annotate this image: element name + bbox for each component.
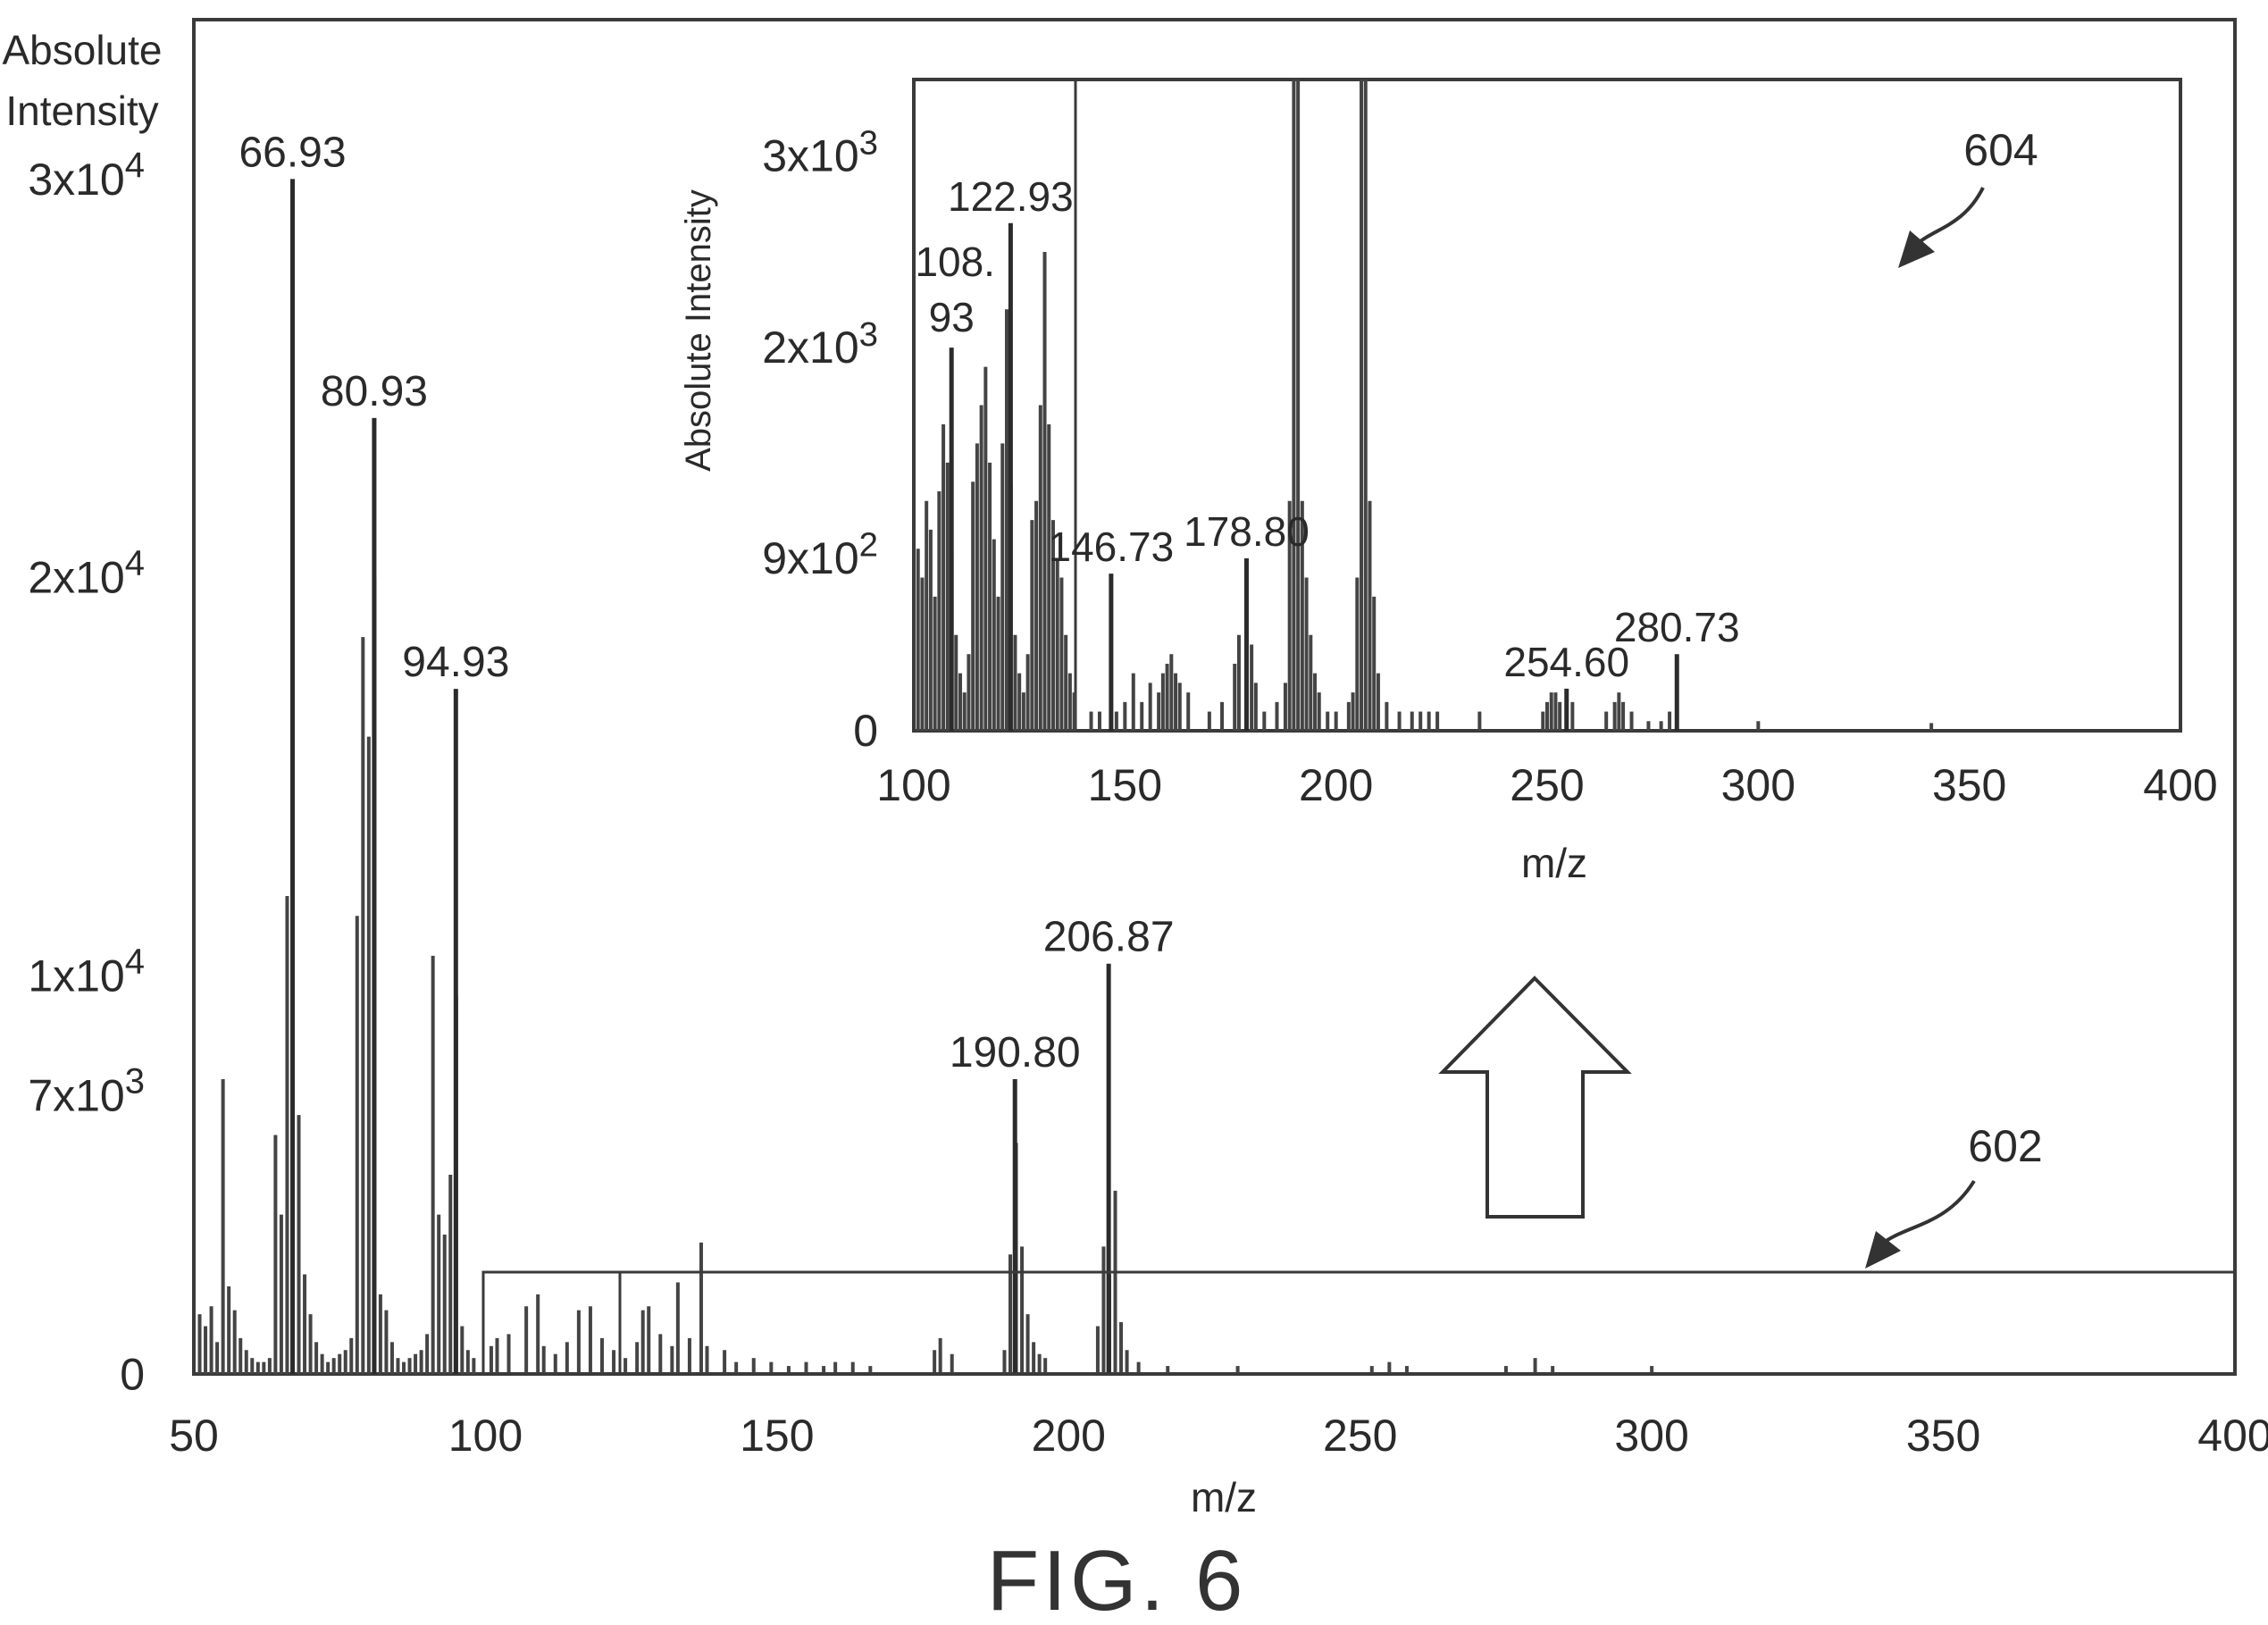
reference-602-arrowhead-icon <box>1865 1231 1901 1269</box>
inset-y-ticks: 0 9x102 2x103 3x103 <box>762 123 878 755</box>
main-x-tick-label: 100 <box>448 1411 523 1461</box>
inset-x-tick-label: 350 <box>1932 760 2006 810</box>
main-peak-label: 66.93 <box>239 129 346 176</box>
inset-x-tick-label: 400 <box>2143 760 2217 810</box>
inset-peak-label: 178.80 <box>1184 508 1310 555</box>
inset-x-tick-label: 200 <box>1299 760 1373 810</box>
inset-y-tick-label: 0 <box>853 706 878 756</box>
inset-peak-label: 108. <box>915 239 995 285</box>
inset-peak-label: 254.60 <box>1503 639 1629 685</box>
main-labeled-peaks <box>290 179 1111 1374</box>
main-peak-labels: 66.93 80.93 94.93 190.80 206.87 <box>239 129 1174 1076</box>
reference-604-arrowhead-icon <box>1898 230 1935 268</box>
main-x-tick-label: 300 <box>1614 1411 1688 1461</box>
main-x-tick-label: 50 <box>169 1411 219 1461</box>
inset-x-tick-label: 150 <box>1088 760 1162 810</box>
main-x-axis-label: m/z <box>1191 1474 1257 1520</box>
inset-peak-label: 93 <box>929 294 975 340</box>
inset-x-tick-label: 250 <box>1510 760 1584 810</box>
reference-602: 602 <box>1968 1121 2042 1171</box>
zoom-up-arrow-icon <box>1438 976 1632 1219</box>
main-x-tick-label: 200 <box>1032 1411 1106 1461</box>
main-y-tick-label: 2x104 <box>28 544 145 603</box>
inset-peak-label: 146.73 <box>1049 524 1175 570</box>
main-y-tick-label: 7x103 <box>28 1061 145 1120</box>
figure-caption: FIG. 6 <box>987 1533 1247 1625</box>
inset-peak-label: 280.73 <box>1614 604 1740 650</box>
main-y-tick-label: 3x104 <box>28 146 145 205</box>
main-x-tick-label: 250 <box>1323 1411 1397 1461</box>
reference-604-arrow-icon <box>1919 187 1985 243</box>
main-y-axis-label-line2: Intensity <box>5 88 158 134</box>
inset-x-tick-label: 300 <box>1721 760 1795 810</box>
main-peak-label: 206.87 <box>1043 914 1175 961</box>
main-peak-label: 190.80 <box>950 1029 1081 1076</box>
inset-x-tick-label: 100 <box>876 760 950 810</box>
main-x-ticks: 50 100 150 200 250 300 350 400 <box>169 1411 2268 1461</box>
inset-peak-label: 122.93 <box>948 173 1074 220</box>
inset-labeled-peaks <box>949 222 1679 731</box>
inset-minor-peaks <box>916 80 1934 731</box>
main-y-ticks: 0 7x103 1x104 2x104 3x104 <box>28 146 145 1400</box>
inset-y-tick-label: 9x102 <box>762 526 878 583</box>
inset-x-ticks: 100 150 200 250 300 350 400 <box>876 760 2217 810</box>
main-y-axis-label-line1: Absolute <box>2 27 162 73</box>
inset-y-axis-label: Absolute Intensity <box>679 189 718 472</box>
main-peak-label: 80.93 <box>321 368 428 415</box>
main-x-tick-label: 150 <box>740 1411 814 1461</box>
main-x-tick-label: 400 <box>2197 1411 2268 1461</box>
main-y-tick-label: 0 <box>120 1350 145 1400</box>
inset-plot-background <box>914 80 2180 731</box>
reference-604: 604 <box>1963 125 2038 175</box>
inset-x-axis-label: m/z <box>1521 840 1587 886</box>
reference-602-arrow-icon <box>1883 1179 1976 1244</box>
zoom-region-box <box>481 1270 2237 1376</box>
main-plot: 66.93 80.93 94.93 190.80 206.87 50 100 150 200 2… <box>2 18 2268 1520</box>
main-x-tick-label: 350 <box>1906 1411 1980 1461</box>
inset-y-tick-label: 2x103 <box>762 315 878 373</box>
inset-y-tick-label: 3x103 <box>762 123 878 180</box>
main-peak-label: 94.93 <box>402 639 509 686</box>
main-y-tick-label: 1x104 <box>28 942 145 1001</box>
